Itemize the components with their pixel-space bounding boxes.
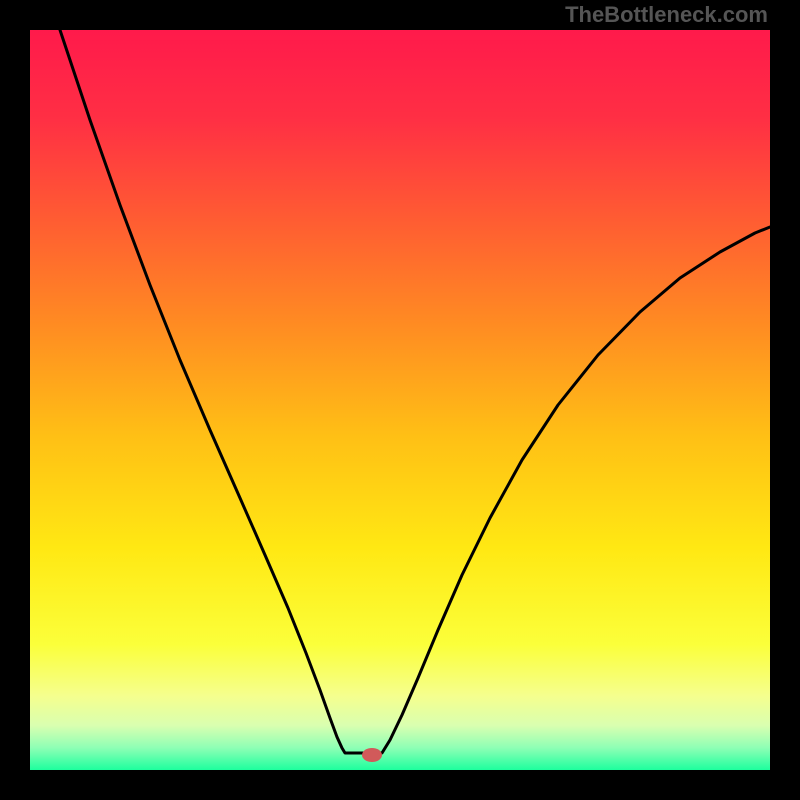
plot-area [30,30,770,770]
minimum-marker [362,748,382,762]
bottleneck-curve [30,30,770,770]
curve-path [60,30,770,753]
watermark-text: TheBottleneck.com [565,2,768,28]
